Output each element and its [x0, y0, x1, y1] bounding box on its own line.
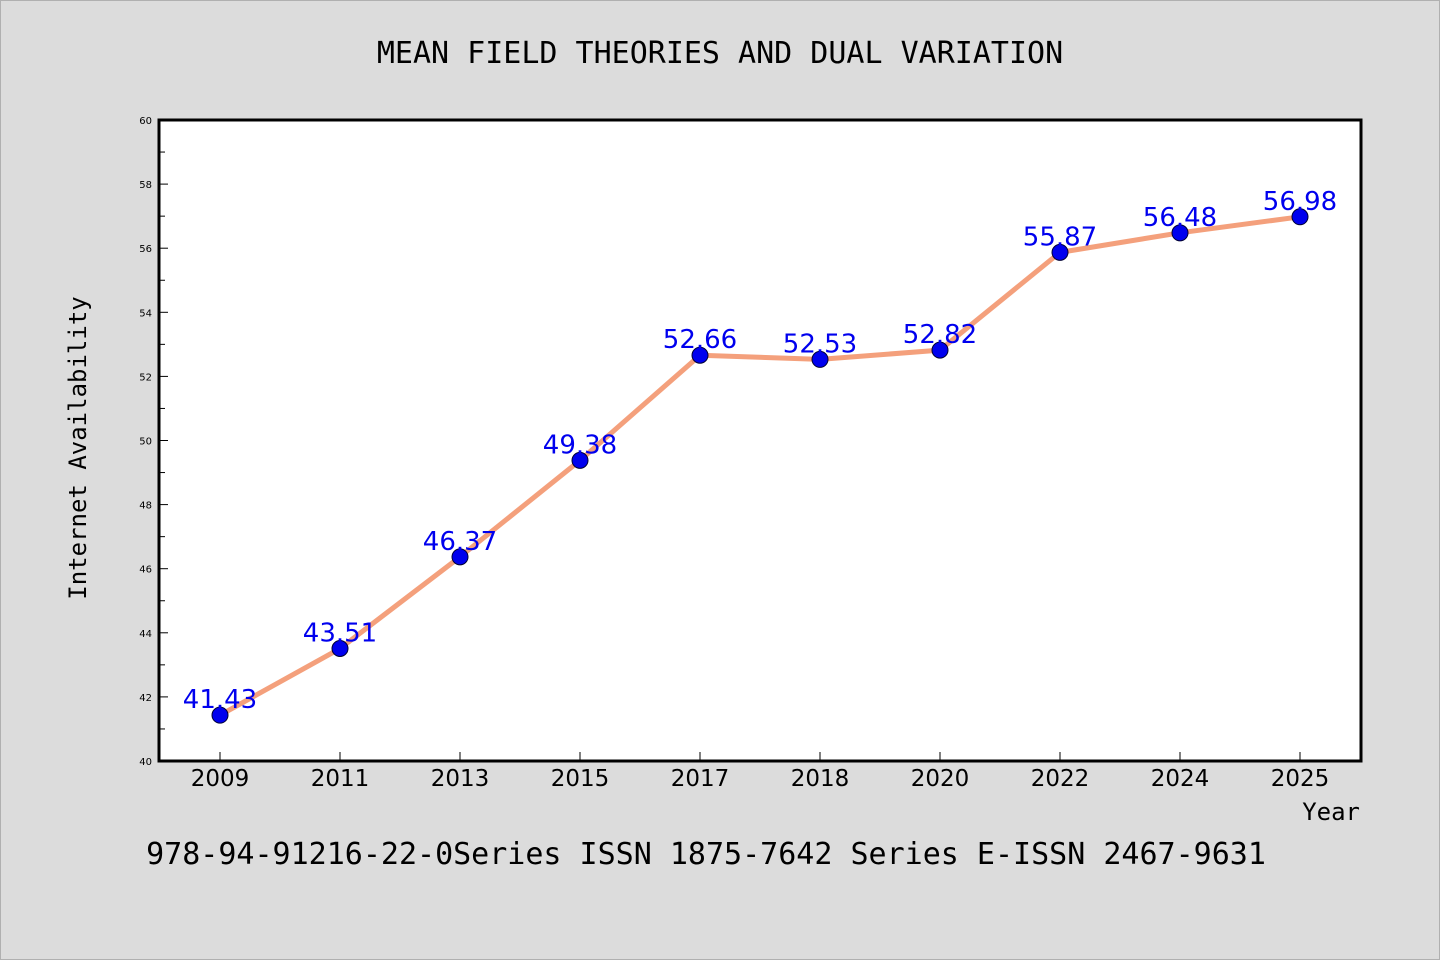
data-point-2022	[1051, 243, 1069, 261]
plot-area	[157, 118, 1363, 763]
x-tick-label-2020: 2020	[911, 766, 970, 792]
x-axis: 2009 2011 2013 2015 2017 2018 2020 2022 2024 2025	[191, 752, 1330, 792]
y-tick-label-50: 50	[139, 437, 152, 448]
x-tick-label-2018: 2018	[791, 766, 850, 792]
x-tick-label-2025: 2025	[1271, 766, 1330, 792]
data-label-2011: 43.51	[303, 619, 377, 649]
y-tick-label-48: 48	[139, 501, 152, 512]
data-series: 41.43 43.51 46.37 49.38 52.66 52.53 52.82 55.87…	[183, 187, 1337, 724]
y-tick-label-40: 40	[139, 757, 152, 768]
data-label-2020: 52.82	[903, 320, 977, 350]
data-label-2009: 41.43	[183, 685, 257, 715]
data-point-2015	[571, 451, 589, 469]
data-point-2024	[1171, 224, 1189, 242]
y-tick-label-46: 46	[139, 565, 152, 576]
y-tick-label-56: 56	[139, 244, 152, 255]
y-tick-label-54: 54	[139, 308, 152, 319]
y-axis-label: Internet Availability	[64, 296, 92, 599]
data-point-2020	[931, 341, 949, 359]
data-label-2013: 46.37	[423, 527, 497, 557]
data-label-2024: 56.48	[1143, 203, 1217, 233]
y-tick-label-42: 42	[139, 693, 152, 704]
footer-text: 978-94-91216-22-0Series ISSN 1875-7642 S…	[146, 837, 1266, 872]
data-label-2022: 55.87	[1023, 222, 1097, 252]
data-point-2018	[811, 350, 829, 368]
data-point-2013	[451, 548, 469, 566]
y-tick-label-60: 60	[139, 116, 152, 127]
series-line	[217, 214, 1303, 718]
x-tick-label-2015: 2015	[551, 766, 610, 792]
data-label-2025: 56.98	[1263, 187, 1337, 217]
data-point-2017	[691, 346, 709, 364]
x-tick-label-2011: 2011	[311, 766, 370, 792]
data-label-2017: 52.66	[663, 325, 737, 355]
data-point-2009	[211, 706, 229, 724]
x-axis-label: Year	[1302, 798, 1360, 826]
x-tick-label-2013: 2013	[431, 766, 490, 792]
data-point-2025	[1291, 208, 1309, 226]
data-point-2011	[331, 640, 349, 658]
x-tick-label-2024: 2024	[1151, 766, 1210, 792]
x-tick-label-2009: 2009	[191, 766, 250, 792]
y-tick-label-52: 52	[139, 372, 152, 383]
x-tick-label-2017: 2017	[671, 766, 730, 792]
chart-title: MEAN FIELD THEORIES AND DUAL VARIATION	[377, 36, 1063, 71]
data-label-2018: 52.53	[783, 329, 857, 359]
y-tick-label-58: 58	[139, 180, 152, 191]
x-tick-label-2022: 2022	[1031, 766, 1090, 792]
data-label-2015: 49.38	[543, 430, 617, 460]
y-tick-label-44: 44	[139, 629, 152, 640]
y-axis: 40 42 44 46 48 50 52 54 56 58 60	[139, 116, 168, 768]
